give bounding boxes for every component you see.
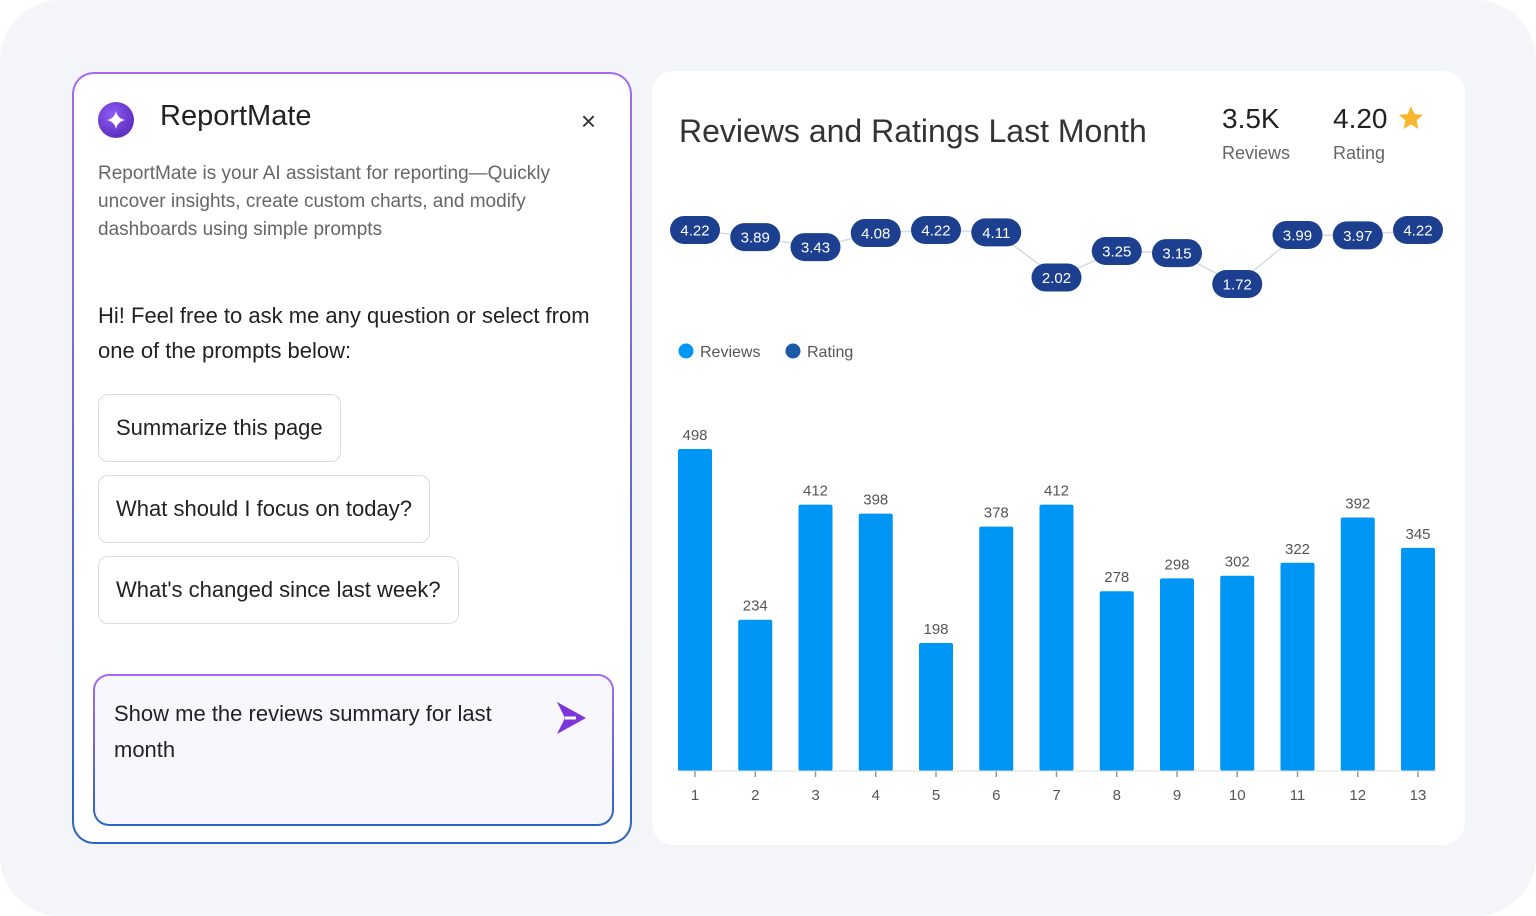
legend-label: Reviews [700, 344, 760, 361]
input-text[interactable]: Show me the reviews summary for last mon… [95, 676, 612, 824]
logo-star [107, 111, 125, 129]
kpi-label: Rating [1333, 143, 1385, 163]
x-tick-label: 12 [1349, 787, 1366, 804]
rating-pill [730, 223, 781, 252]
rating-pill [971, 218, 1022, 247]
prompt-button[interactable]: Summarize this page [98, 394, 341, 462]
rating-pill [1332, 221, 1383, 250]
x-tick-label: 3 [811, 787, 819, 804]
x-tick-label: 8 [1113, 787, 1121, 804]
bar [1340, 517, 1375, 771]
value-label: 234 [743, 598, 768, 615]
bar [1039, 504, 1074, 771]
rating-label: 4.22 [1403, 223, 1432, 240]
assistant-title: ReportMate [160, 100, 312, 132]
value-label: 198 [923, 621, 948, 638]
bar [1099, 591, 1134, 771]
bar [858, 513, 893, 771]
bar [1401, 547, 1435, 771]
value-label: 302 [1225, 554, 1250, 571]
close-button[interactable]: × [580, 106, 596, 136]
x-tick-label: 5 [932, 787, 940, 804]
kpi-value: 4.20 [1333, 103, 1388, 134]
assistant-description: ReportMate is your AI assistant for repo… [98, 163, 550, 240]
value-label: 298 [1164, 556, 1189, 573]
x-tick-label: 6 [992, 787, 1000, 804]
legend-marker [785, 343, 801, 359]
prompt-input[interactable]: Show me the reviews summary for last mon… [93, 674, 614, 826]
rating-label: 3.25 [1102, 243, 1131, 260]
rating-pill [911, 216, 961, 244]
value-label: 412 [1044, 483, 1069, 500]
rating-pill [670, 216, 720, 244]
rating-pill [1152, 239, 1202, 268]
bar [678, 449, 712, 771]
x-tick-label: 10 [1229, 787, 1246, 804]
value-label: 498 [682, 427, 707, 444]
value-label: 278 [1104, 569, 1129, 586]
rating-label: 4.08 [861, 226, 890, 243]
logo [98, 102, 134, 138]
bar [1280, 562, 1315, 771]
rating-pill [1031, 263, 1082, 292]
value-label: 398 [863, 492, 888, 509]
bar [1220, 575, 1255, 771]
rating-label: 4.11 [982, 225, 1010, 242]
value-label: 392 [1345, 496, 1370, 513]
rating-label: 2.02 [1042, 270, 1071, 287]
legend-label: Rating [807, 344, 853, 361]
rating-label: 1.72 [1223, 277, 1252, 294]
legend-marker [678, 343, 694, 359]
x-tick-label: 4 [872, 787, 880, 804]
rating-label: 3.15 [1162, 246, 1191, 263]
x-tick-label: 7 [1052, 787, 1060, 804]
rating-pill [1212, 270, 1263, 298]
rating-pill [1272, 220, 1323, 249]
value-label: 322 [1285, 541, 1310, 558]
prompt-button[interactable]: What's changed since last week? [98, 556, 459, 624]
rating-label: 3.89 [741, 230, 770, 247]
kpi-value: 3.5K [1222, 103, 1280, 134]
x-tick-label: 13 [1410, 787, 1427, 804]
value-label: 345 [1405, 526, 1430, 543]
rating-pill [1393, 216, 1443, 244]
rating-label: 4.22 [680, 223, 709, 240]
bar [738, 619, 773, 771]
rating-pill [850, 219, 901, 248]
star-icon [1399, 106, 1423, 129]
x-tick-label: 2 [751, 787, 759, 804]
rating-pill [1091, 236, 1142, 265]
send-button[interactable] [554, 700, 588, 736]
chart-title: Reviews and Ratings Last Month [679, 113, 1147, 149]
value-label: 412 [803, 483, 828, 500]
x-tick-label: 9 [1173, 787, 1181, 804]
kpi-label: Reviews [1222, 143, 1290, 163]
rating-pill [790, 233, 841, 262]
bar [798, 504, 833, 771]
bar [919, 642, 953, 771]
rating-label: 3.43 [801, 240, 830, 257]
greeting: Hi! Feel free to ask me any question or … [98, 303, 590, 363]
assistant-panel: ReportMate × ReportMate is your AI assis… [72, 72, 632, 844]
rating-label: 4.22 [921, 223, 950, 240]
rating-label: 3.99 [1283, 227, 1312, 244]
prompt-button[interactable]: What should I focus on today? [98, 475, 430, 543]
rating-label: 3.97 [1343, 228, 1372, 245]
bar [1160, 578, 1194, 771]
x-tick-label: 1 [691, 787, 699, 804]
value-label: 378 [984, 505, 1009, 522]
bar [979, 526, 1014, 771]
x-tick-label: 11 [1290, 787, 1306, 804]
